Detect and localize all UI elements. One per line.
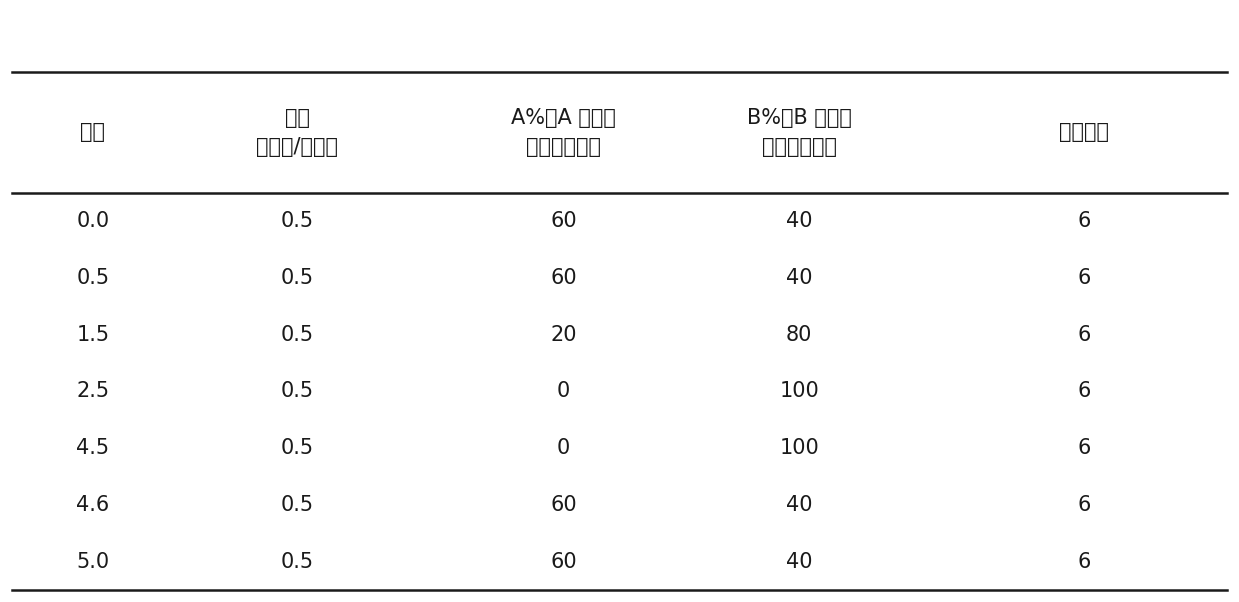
Text: 流速
（毫升/分钟）: 流速 （毫升/分钟） — [256, 108, 338, 157]
Text: 0.0: 0.0 — [77, 211, 109, 231]
Text: B%（B 泵的流
动相百分比）: B%（B 泵的流 动相百分比） — [747, 108, 851, 157]
Text: 60: 60 — [550, 268, 577, 288]
Text: 1.5: 1.5 — [77, 324, 109, 344]
Text: 2.5: 2.5 — [77, 381, 109, 402]
Text: 4.6: 4.6 — [77, 495, 109, 515]
Text: 0.5: 0.5 — [281, 438, 313, 458]
Text: 60: 60 — [550, 495, 577, 515]
Text: 0.5: 0.5 — [281, 268, 313, 288]
Text: A%（A 泵的流
动相百分比）: A%（A 泵的流 动相百分比） — [512, 108, 616, 157]
Text: 6: 6 — [1078, 495, 1090, 515]
Text: 0.5: 0.5 — [281, 324, 313, 344]
Text: 4.5: 4.5 — [77, 438, 109, 458]
Text: 6: 6 — [1078, 551, 1090, 571]
Text: 40: 40 — [786, 551, 813, 571]
Text: 6: 6 — [1078, 324, 1090, 344]
Text: 0.5: 0.5 — [281, 381, 313, 402]
Text: 6: 6 — [1078, 211, 1090, 231]
Text: 0.5: 0.5 — [281, 495, 313, 515]
Text: 0: 0 — [558, 381, 570, 402]
Text: 6: 6 — [1078, 381, 1090, 402]
Text: 20: 20 — [550, 324, 577, 344]
Text: 100: 100 — [779, 438, 819, 458]
Text: 60: 60 — [550, 211, 577, 231]
Text: 0.5: 0.5 — [281, 551, 313, 571]
Text: 6: 6 — [1078, 268, 1090, 288]
Text: 0.5: 0.5 — [77, 268, 109, 288]
Text: 40: 40 — [786, 268, 813, 288]
Text: 40: 40 — [786, 495, 813, 515]
Text: 40: 40 — [786, 211, 813, 231]
Text: 流速曲线: 流速曲线 — [1059, 122, 1109, 143]
Text: 5.0: 5.0 — [77, 551, 109, 571]
Text: 80: 80 — [786, 324, 813, 344]
Text: 0.5: 0.5 — [281, 211, 313, 231]
Text: 0: 0 — [558, 438, 570, 458]
Text: 100: 100 — [779, 381, 819, 402]
Text: 时间: 时间 — [81, 122, 105, 143]
Text: 60: 60 — [550, 551, 577, 571]
Text: 6: 6 — [1078, 438, 1090, 458]
